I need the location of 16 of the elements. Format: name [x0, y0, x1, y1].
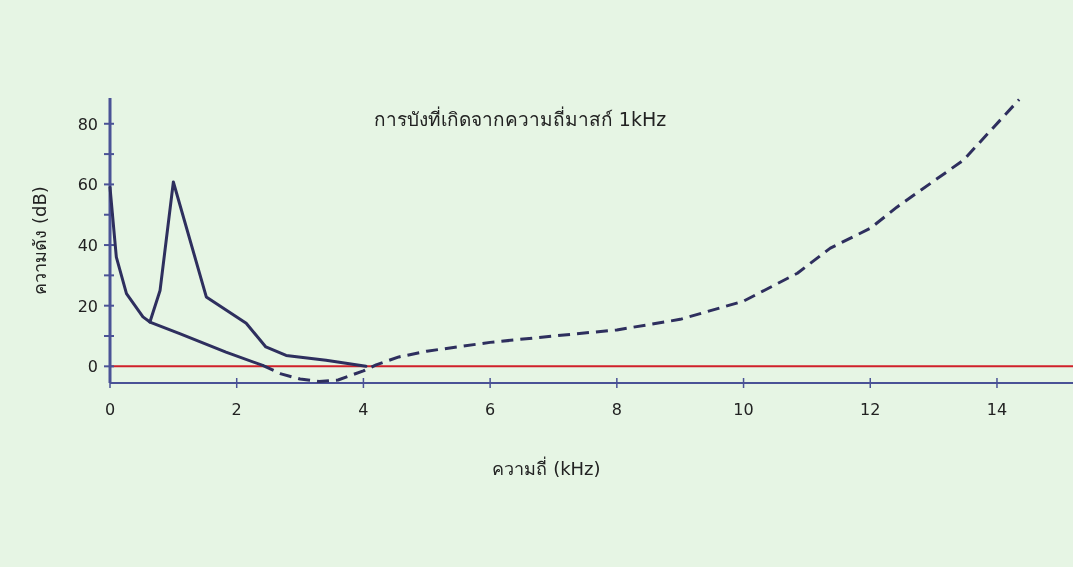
- y-tick-label: 40: [77, 236, 98, 256]
- y-tick-label: 20: [77, 296, 98, 316]
- x-tick-label: 12: [860, 400, 881, 419]
- y-tick-label: 80: [77, 114, 98, 134]
- y-tick-label: 60: [77, 175, 98, 195]
- text: การบังที่เกิดจากความถี่มาสก์ 1kHz: [373, 106, 667, 130]
- x-tick-label: 10: [733, 400, 754, 419]
- x-tick-label: 0: [104, 400, 116, 419]
- x-tick-label: 4: [358, 400, 369, 419]
- x-tick-label: 14: [986, 400, 1008, 419]
- x-tick-label: 6: [485, 400, 496, 419]
- y-axis-title: ความดัง (dB): [29, 186, 50, 295]
- x-tick-label: 2: [231, 400, 242, 419]
- x-tick-label: 8: [611, 400, 622, 419]
- x-axis-title: ความถี่ (kHz): [492, 456, 601, 479]
- y-tick-label: 0: [87, 357, 98, 377]
